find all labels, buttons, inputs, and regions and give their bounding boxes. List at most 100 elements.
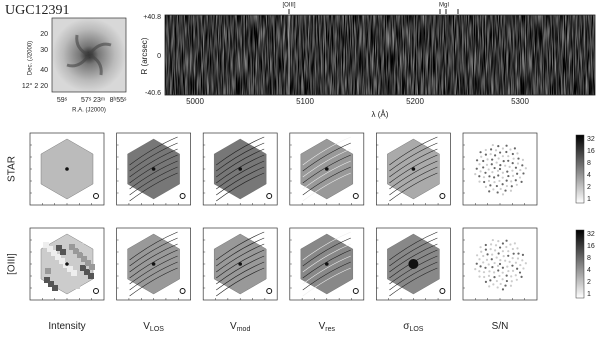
column-label-main: V [143, 321, 150, 332]
r-tick: +40.8 [143, 14, 161, 21]
nucleus [151, 262, 156, 266]
sn-dot [520, 275, 523, 278]
sn-dot [513, 147, 516, 150]
contour [302, 237, 351, 267]
contour [302, 249, 351, 279]
sn-dot [486, 158, 489, 161]
contour [302, 136, 351, 166]
sn-dot [499, 246, 502, 249]
sn-dot [475, 159, 479, 162]
sn-dot [488, 190, 491, 193]
wl-tick: 5200 [406, 97, 424, 106]
pixel [88, 273, 94, 279]
beam [439, 193, 446, 199]
contour [389, 231, 438, 261]
pixel [59, 258, 65, 264]
sn-dot [492, 283, 495, 286]
sn-dot [486, 253, 489, 256]
sn-dot [489, 148, 493, 151]
sn-dot [499, 282, 502, 286]
sn-dot [484, 266, 487, 269]
wl-tick: 5300 [511, 97, 529, 106]
sn-dot [507, 159, 510, 162]
sn-dot [478, 163, 481, 166]
pixel [66, 275, 72, 281]
sn-dot [499, 151, 502, 154]
beam [439, 288, 446, 294]
pixel [56, 245, 62, 251]
sn-dot [478, 270, 481, 273]
sn-dot [475, 262, 478, 265]
sn-dot [488, 270, 491, 273]
sn-dot [491, 238, 494, 242]
sn-dot [480, 250, 483, 253]
pixel [67, 266, 73, 272]
sn-dot [489, 153, 492, 156]
ra-label: R.A. (J2000) [72, 108, 106, 114]
sn-dot [515, 278, 518, 281]
contour [216, 267, 265, 297]
dec-tick: 30 [40, 47, 48, 54]
r-tick: 0 [157, 53, 161, 60]
sn-dot [511, 174, 515, 177]
pixel [60, 249, 66, 255]
pixel [71, 270, 77, 276]
sn-dot [516, 152, 519, 155]
sn-dot [508, 260, 511, 263]
sn-dot [484, 185, 488, 188]
sn-dot [507, 254, 510, 257]
sn-dot [502, 255, 505, 258]
sn-dot [504, 189, 507, 192]
sn-dot [507, 269, 510, 273]
contour [389, 160, 438, 190]
title: UGC12391 [5, 3, 70, 18]
sn-dot [490, 163, 493, 166]
colorbar [575, 229, 585, 299]
pixel [43, 242, 49, 248]
sn-dot [514, 261, 518, 264]
sn-dot [494, 154, 497, 157]
sn-dot [514, 179, 517, 182]
colorbar-tick: 32 [587, 231, 595, 238]
sn-dot [501, 266, 504, 269]
sn-dot [505, 179, 508, 182]
sn-dot [487, 274, 491, 277]
sn-dot [493, 166, 496, 170]
sn-dot [475, 167, 478, 170]
contour [129, 160, 178, 190]
column-label-main: S/N [492, 321, 509, 332]
contour [129, 166, 178, 196]
sn-dot [511, 247, 514, 251]
pixel [47, 246, 53, 252]
sn-dot [496, 191, 499, 194]
beam [352, 288, 359, 294]
sn-dot [491, 158, 494, 161]
sn-dot [524, 262, 527, 265]
contour [302, 160, 351, 190]
sn-dot [483, 275, 486, 279]
sn-dot [506, 170, 509, 173]
beam [179, 288, 186, 294]
pixel [78, 243, 84, 249]
contour [302, 267, 351, 297]
ra-tick: 8ʰ55ˢ [110, 97, 127, 104]
sn-dot [507, 155, 510, 158]
contour [389, 267, 438, 297]
sn-dot [502, 160, 505, 163]
sn-dot [501, 155, 504, 158]
contour [302, 243, 351, 273]
contour [302, 261, 351, 291]
sn-dot [495, 184, 498, 188]
beam [179, 193, 186, 199]
sn-dot [516, 247, 519, 250]
sn-dot [505, 245, 508, 249]
sn-dot [492, 176, 496, 179]
contour [129, 172, 178, 202]
colorbar-tick: 1 [587, 196, 591, 203]
nucleus [238, 167, 242, 171]
sn-dot [482, 159, 485, 163]
sn-dot [519, 168, 522, 172]
sn-dot [504, 164, 507, 167]
sn-dot [474, 268, 477, 271]
contour [216, 166, 265, 196]
